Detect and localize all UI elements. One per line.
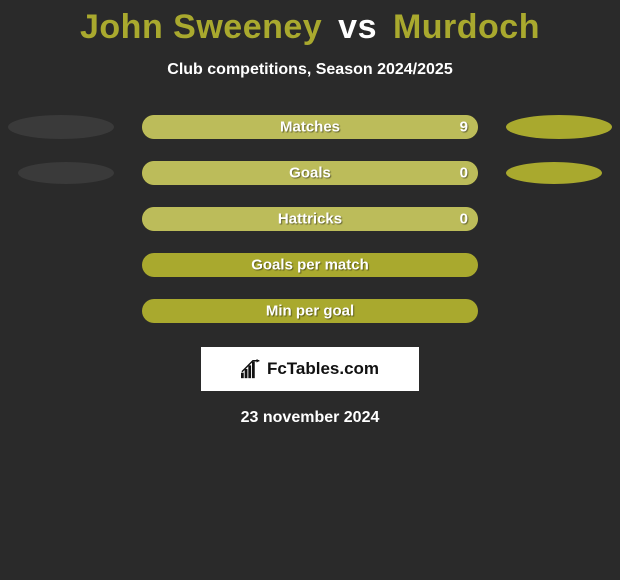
stat-value-right: 0 — [460, 211, 468, 228]
date-label: 23 november 2024 — [241, 409, 380, 427]
stat-bar: Goals 0 — [142, 161, 478, 185]
player1-name: John Sweeney — [80, 8, 322, 46]
stat-bar: Matches 9 — [142, 115, 478, 139]
stat-row: Hattricks 0 — [0, 207, 620, 231]
stat-row: Matches 9 — [0, 115, 620, 139]
vs-label: vs — [338, 8, 377, 46]
stat-row: Min per goal — [0, 299, 620, 323]
left-ellipse — [8, 115, 114, 139]
page-title: John Sweeney vs Murdoch — [80, 8, 540, 47]
subtitle: Club competitions, Season 2024/2025 — [167, 61, 452, 79]
stat-label: Min per goal — [266, 303, 354, 320]
stats-rows: Matches 9 Goals 0 Hattricks 0 Goals per match M… — [0, 115, 620, 323]
infographic-container: John Sweeney vs Murdoch Club competition… — [0, 0, 620, 427]
player2-name: Murdoch — [393, 8, 540, 46]
right-ellipse — [506, 115, 612, 139]
left-ellipse — [18, 162, 114, 184]
stat-label: Hattricks — [278, 211, 342, 228]
stat-bar: Goals per match — [142, 253, 478, 277]
stat-bar: Min per goal — [142, 299, 478, 323]
stat-row: Goals 0 — [0, 161, 620, 185]
fctables-icon — [241, 359, 263, 379]
stat-label: Matches — [280, 119, 340, 136]
stat-label: Goals per match — [251, 257, 369, 274]
logo-box: FcTables.com — [201, 347, 419, 391]
stat-label: Goals — [289, 165, 331, 182]
stat-value-right: 0 — [460, 165, 468, 182]
right-ellipse — [506, 162, 602, 184]
stat-value-right: 9 — [460, 119, 468, 136]
stat-bar: Hattricks 0 — [142, 207, 478, 231]
stat-row: Goals per match — [0, 253, 620, 277]
logo-text: FcTables.com — [267, 359, 379, 379]
